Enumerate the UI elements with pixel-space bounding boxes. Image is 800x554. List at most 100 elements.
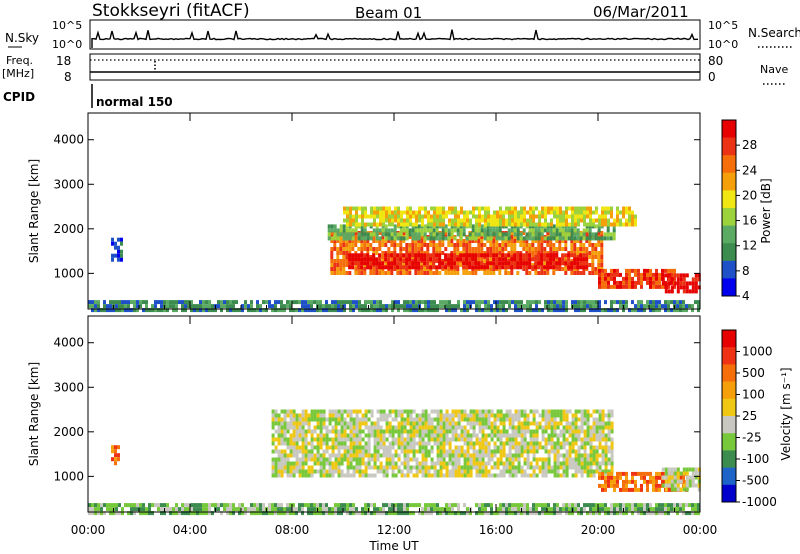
range-cell bbox=[355, 417, 359, 422]
freq-tick-bottom: 8 bbox=[64, 70, 72, 84]
range-cell bbox=[340, 304, 343, 309]
range-cell bbox=[397, 465, 401, 470]
range-cell bbox=[562, 503, 565, 508]
range-cell bbox=[613, 218, 616, 223]
range-cell bbox=[442, 206, 445, 211]
range-cell bbox=[421, 218, 424, 223]
range-cell bbox=[88, 304, 91, 309]
range-cell bbox=[298, 461, 302, 466]
range-cell bbox=[543, 236, 547, 241]
range-cell bbox=[229, 300, 232, 305]
range-cell bbox=[682, 479, 685, 484]
range-cell bbox=[175, 503, 178, 508]
range-cell bbox=[442, 453, 446, 458]
range-cell bbox=[430, 507, 433, 512]
range-cell bbox=[550, 437, 554, 442]
range-cell bbox=[546, 236, 550, 241]
range-cell bbox=[370, 429, 374, 434]
range-cell bbox=[694, 503, 697, 508]
range-cell bbox=[505, 437, 509, 442]
range-cell bbox=[559, 465, 563, 470]
range-cell bbox=[271, 465, 275, 470]
range-cell bbox=[97, 503, 100, 508]
range-cell bbox=[616, 284, 619, 289]
range-cell bbox=[499, 308, 502, 313]
range-cell bbox=[442, 425, 446, 430]
range-cell bbox=[574, 214, 577, 219]
range-cell bbox=[384, 228, 388, 233]
range-cell bbox=[514, 300, 517, 305]
range-cell bbox=[435, 265, 439, 270]
range-cell bbox=[334, 417, 338, 422]
range-cell bbox=[652, 479, 655, 484]
range-cell bbox=[451, 413, 455, 418]
range-cell bbox=[667, 467, 671, 472]
range-cell bbox=[481, 409, 485, 414]
range-cell bbox=[451, 417, 455, 422]
range-cell bbox=[525, 253, 529, 258]
range-cell bbox=[373, 461, 377, 466]
range-cell bbox=[673, 300, 676, 305]
range-cell bbox=[124, 304, 127, 309]
range-cell bbox=[423, 261, 427, 266]
range-cell bbox=[310, 457, 314, 462]
range-cell bbox=[387, 261, 391, 266]
range-cell bbox=[450, 261, 454, 266]
range-cell bbox=[319, 453, 323, 458]
range-cell bbox=[487, 304, 490, 309]
range-cell bbox=[664, 308, 667, 313]
range-cell bbox=[178, 300, 181, 305]
range-cell bbox=[570, 259, 574, 263]
range-cell bbox=[271, 409, 275, 414]
range-cell bbox=[451, 433, 455, 438]
range-cell bbox=[343, 417, 347, 422]
range-cell bbox=[589, 445, 593, 450]
range-cell bbox=[544, 465, 548, 470]
range-cell bbox=[166, 304, 169, 309]
range-cell bbox=[382, 511, 385, 516]
range-cell bbox=[469, 433, 473, 438]
range-cell bbox=[591, 243, 595, 247]
range-cell bbox=[460, 449, 464, 454]
range-cell bbox=[442, 214, 445, 219]
range-cell bbox=[400, 503, 403, 508]
range-cell bbox=[375, 261, 379, 266]
range-cell bbox=[532, 210, 535, 215]
range-cell bbox=[487, 409, 491, 414]
range-cell bbox=[607, 433, 611, 438]
range-cell bbox=[376, 507, 379, 512]
range-cell bbox=[465, 239, 469, 243]
range-cell bbox=[589, 206, 592, 211]
range-cell bbox=[250, 511, 253, 516]
range-cell bbox=[592, 473, 596, 478]
range-cell bbox=[292, 308, 295, 313]
range-cell bbox=[526, 465, 530, 470]
range-cell bbox=[289, 437, 293, 442]
range-cell bbox=[349, 461, 353, 466]
range-cell bbox=[519, 239, 523, 243]
range-cell bbox=[121, 507, 124, 512]
range-cell bbox=[358, 421, 362, 426]
range-cell bbox=[664, 273, 668, 278]
range-cell bbox=[339, 228, 343, 233]
range-cell bbox=[619, 507, 622, 512]
range-cell bbox=[585, 257, 589, 262]
range-cell bbox=[448, 222, 451, 227]
range-cell bbox=[421, 425, 425, 430]
range-cell bbox=[460, 437, 464, 442]
range-cell bbox=[586, 425, 590, 430]
range-cell bbox=[517, 210, 520, 215]
range-cell bbox=[417, 257, 421, 262]
range-cell bbox=[151, 304, 154, 309]
range-cell bbox=[610, 479, 613, 484]
range-cell bbox=[355, 300, 358, 305]
range-cell bbox=[211, 304, 214, 309]
range-cell bbox=[495, 251, 499, 255]
range-cell bbox=[202, 503, 205, 508]
range-cell bbox=[277, 453, 281, 458]
range-cell bbox=[420, 265, 424, 270]
range-cell bbox=[406, 214, 409, 219]
range-cell bbox=[283, 308, 286, 313]
range-cell bbox=[460, 413, 464, 418]
